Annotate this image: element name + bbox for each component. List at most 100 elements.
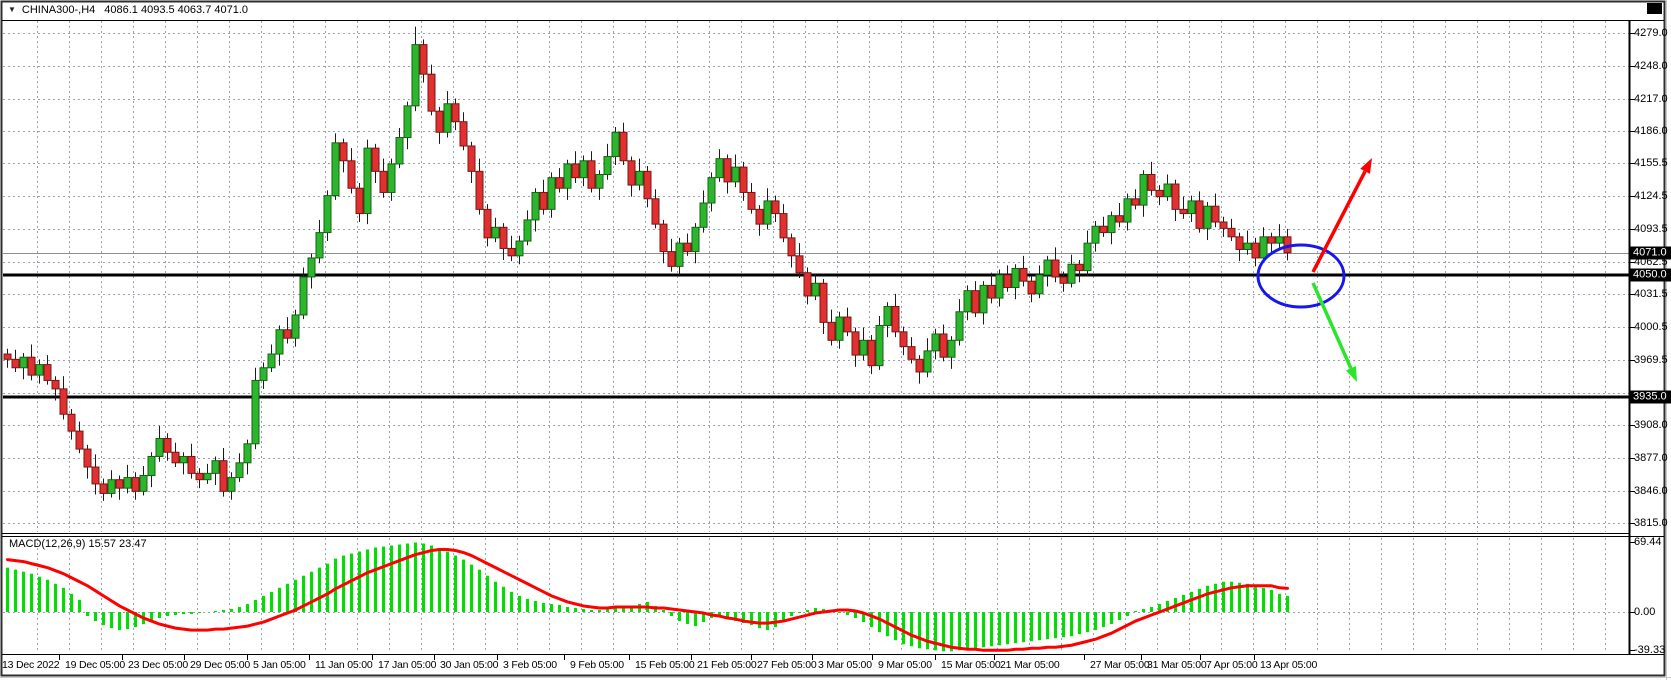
trend-ellipse-annotation[interactable] bbox=[1256, 243, 1346, 309]
candle-up bbox=[635, 170, 644, 186]
candle-down bbox=[771, 200, 780, 215]
candle-down bbox=[971, 290, 980, 314]
price-tick-label: 3846.0 bbox=[1634, 485, 1668, 497]
candle-down bbox=[1155, 189, 1164, 198]
candle-up bbox=[267, 353, 276, 369]
corner-marker bbox=[1647, 3, 1662, 14]
candle-down bbox=[787, 237, 796, 257]
time-tick-label: 9 Feb 05:00 bbox=[570, 659, 624, 671]
candle-down bbox=[51, 379, 60, 390]
candle-down bbox=[11, 358, 20, 369]
symbol-period-label: CHINA300-,H4 bbox=[21, 4, 96, 16]
candle-up bbox=[443, 103, 452, 133]
price-tick-label: 4000.5 bbox=[1634, 321, 1668, 333]
candle-up bbox=[235, 462, 244, 479]
time-tick-label: 13 Apr 05:00 bbox=[1260, 659, 1318, 671]
ohlc-values-label: 4086.1 4093.5 4063.7 4071.0 bbox=[104, 4, 249, 16]
candle-down bbox=[1251, 242, 1260, 259]
candle-up bbox=[1091, 225, 1100, 244]
price-tick-label: 4248.0 bbox=[1634, 60, 1668, 72]
candle-down bbox=[355, 187, 364, 215]
candle-down bbox=[539, 191, 548, 210]
price-tick-label: 3908.0 bbox=[1634, 419, 1668, 431]
macd-tick-label: 69.44 bbox=[1634, 536, 1662, 548]
candle-down bbox=[667, 251, 676, 267]
candle-up bbox=[1275, 236, 1284, 244]
candle-down bbox=[419, 44, 428, 75]
candle-down bbox=[1075, 263, 1084, 272]
candle-down bbox=[1019, 267, 1028, 282]
candle-down bbox=[99, 483, 108, 494]
price-tick-label: 4279.0 bbox=[1634, 27, 1668, 39]
candle-down bbox=[739, 166, 748, 193]
candle-up bbox=[835, 316, 844, 341]
candle-up bbox=[995, 274, 1004, 299]
candle-down bbox=[659, 223, 668, 253]
time-tick-label: 5 Jan 05:00 bbox=[253, 659, 306, 671]
candle-up bbox=[211, 460, 220, 474]
time-tick-label: 17 Jan 05:00 bbox=[378, 659, 437, 671]
candle-up bbox=[35, 364, 44, 376]
candle-down bbox=[1051, 259, 1060, 278]
candle-up bbox=[947, 339, 956, 358]
candle-down bbox=[555, 177, 564, 189]
candle-down bbox=[1227, 227, 1236, 238]
candle-down bbox=[747, 191, 756, 210]
candle-down bbox=[1147, 174, 1156, 191]
candle-up bbox=[563, 163, 572, 189]
price-tick-label: 4217.0 bbox=[1634, 93, 1668, 105]
candle-up bbox=[107, 479, 116, 494]
candle-down bbox=[67, 413, 76, 432]
candle-down bbox=[1171, 183, 1180, 210]
down-arrow-annotation[interactable] bbox=[1311, 282, 1353, 370]
candle-up bbox=[1083, 242, 1092, 272]
candle-up bbox=[307, 257, 316, 278]
candle-up bbox=[883, 306, 892, 327]
candle-up bbox=[139, 474, 148, 492]
down-arrow-annotation-head[interactable] bbox=[1345, 366, 1357, 382]
candle-up bbox=[1243, 242, 1252, 250]
candle-down bbox=[827, 321, 836, 341]
candle-down bbox=[843, 316, 852, 333]
price-tick-label: 3969.5 bbox=[1634, 354, 1668, 366]
candle-up bbox=[1035, 274, 1044, 295]
time-tick-label: 21 Feb 05:00 bbox=[697, 659, 757, 671]
candle-up bbox=[227, 477, 236, 492]
candle-down bbox=[587, 160, 596, 189]
candle-up bbox=[1043, 259, 1052, 276]
time-tick-label: 31 Mar 05:00 bbox=[1147, 659, 1207, 671]
chevron-down-icon[interactable]: ▼ bbox=[8, 5, 16, 14]
candle-down bbox=[819, 282, 828, 323]
candle-up bbox=[19, 356, 28, 369]
candle-down bbox=[1027, 280, 1036, 295]
candle-down bbox=[499, 226, 508, 249]
price-tick-label: 4093.5 bbox=[1634, 223, 1668, 235]
candle-down bbox=[1267, 236, 1276, 244]
candle-down bbox=[347, 160, 356, 189]
candle-down bbox=[91, 466, 100, 485]
up-arrow-annotation[interactable] bbox=[1311, 170, 1367, 273]
time-tick-label: 13 Dec 2022 bbox=[2, 659, 60, 671]
up-arrow-annotation-head[interactable] bbox=[1360, 158, 1372, 174]
candle-down bbox=[1003, 274, 1012, 289]
candle-up bbox=[299, 276, 308, 316]
candle-up bbox=[699, 202, 708, 228]
candle-down bbox=[683, 242, 692, 253]
candle-down bbox=[803, 272, 812, 297]
time-tick-label: 29 Dec 05:00 bbox=[190, 659, 251, 671]
candle-up bbox=[275, 329, 284, 355]
candle-up bbox=[259, 367, 268, 381]
candle-down bbox=[195, 472, 204, 481]
candle-up bbox=[811, 282, 820, 297]
price-tick-label: 4062.5 bbox=[1634, 256, 1668, 268]
chart-title: ▼ CHINA300-,H4 4086.1 4093.5 4063.7 4071.0 bbox=[8, 4, 248, 18]
candle-up bbox=[603, 156, 612, 176]
candle-up bbox=[691, 226, 700, 253]
candle-up bbox=[1011, 267, 1020, 289]
time-tick-label: 19 Dec 05:00 bbox=[65, 659, 126, 671]
candle-down bbox=[219, 460, 228, 492]
candle-up bbox=[491, 226, 500, 239]
